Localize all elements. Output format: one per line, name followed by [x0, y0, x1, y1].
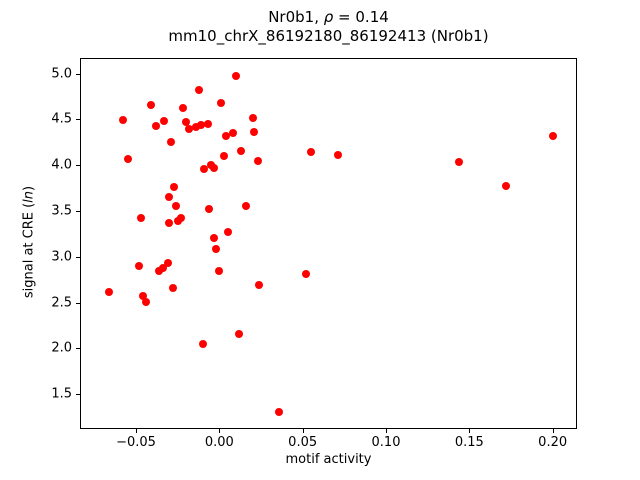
y-tick-label: 2.0: [51, 340, 72, 356]
scatter-point: [203, 120, 212, 128]
scatter-point: [210, 234, 219, 243]
x-tick-mark: [552, 429, 554, 433]
chart-title-line2: mm10_chrX_86192180_86192413 (Nr0b1): [168, 27, 489, 45]
y-tick-mark: [76, 256, 80, 258]
x-tick-label: 0.10: [371, 435, 401, 450]
scatter-point: [138, 292, 147, 301]
y-tick-mark: [76, 302, 80, 304]
scatter-point: [177, 214, 185, 223]
scatter-point: [200, 164, 209, 173]
scatter-point: [548, 131, 557, 140]
scatter-point: [250, 128, 259, 137]
scatter-point: [302, 270, 310, 279]
plot-area: [80, 58, 577, 429]
x-tick-label: 0.20: [538, 435, 568, 450]
y-tick-label: 5.0: [51, 66, 72, 82]
scatter-point: [215, 266, 224, 275]
x-tick-mark: [302, 429, 304, 433]
scatter-point: [182, 118, 190, 127]
scatter-point: [242, 202, 250, 211]
y-axis-label-suffix: ): [21, 185, 37, 191]
scatter-point: [307, 148, 315, 157]
title-text-suffix: = 0.14: [333, 8, 389, 26]
scatter-point: [212, 244, 220, 253]
scatter-point: [210, 163, 219, 172]
y-tick-label: 3.5: [51, 203, 72, 219]
scatter-point: [135, 261, 144, 270]
scatter-point: [152, 121, 160, 130]
scatter-point: [195, 86, 204, 95]
scatter-point: [228, 129, 237, 138]
scatter-point: [455, 158, 464, 167]
x-tick-mark: [386, 429, 387, 433]
scatter-point: [142, 297, 150, 306]
x-tick-mark: [136, 429, 137, 433]
y-axis-label-ln: ln: [21, 190, 37, 203]
chart-title: Nr0b1, ρ = 0.14 mm10_chrX_86192180_86192…: [80, 8, 577, 46]
y-tick-label: 2.5: [51, 295, 72, 311]
scatter-point: [255, 281, 264, 290]
scatter-point: [222, 131, 230, 140]
scatter-point: [502, 182, 510, 191]
scatter-point: [167, 138, 175, 147]
scatter-point: [165, 193, 174, 202]
scatter-point: [248, 113, 257, 122]
scatter-point: [118, 116, 127, 125]
y-tick-label: 4.0: [51, 157, 72, 173]
scatter-point: [165, 218, 174, 227]
scatter-point: [137, 214, 145, 223]
chart-title-line1: Nr0b1, ρ = 0.14: [80, 8, 577, 27]
scatter-point: [123, 154, 132, 163]
scatter-point: [172, 202, 180, 211]
y-tick-label: 3.0: [51, 249, 72, 265]
scatter-point: [205, 205, 214, 214]
y-tick-label: 4.5: [51, 111, 72, 127]
scatter-point: [158, 263, 167, 272]
scatter-point: [155, 267, 164, 276]
y-tick-mark: [76, 73, 80, 75]
y-tick-mark: [76, 165, 80, 167]
x-axis-label: motif activity: [285, 452, 372, 467]
x-tick-label: −0.05: [116, 435, 156, 450]
scatter-point: [275, 407, 284, 416]
scatter-point: [178, 104, 187, 113]
scatter-point: [253, 156, 262, 165]
scatter-point: [237, 147, 245, 156]
scatter-point: [197, 120, 205, 129]
x-tick-label: 0.00: [204, 435, 234, 450]
x-tick-mark: [219, 429, 221, 433]
scatter-point: [147, 100, 155, 109]
y-tick-mark: [76, 119, 80, 121]
scatter-point: [198, 339, 207, 348]
rho-symbol: ρ: [323, 8, 334, 26]
scatter-point: [232, 72, 240, 81]
scatter-point: [220, 152, 229, 161]
y-tick-label: 1.5: [51, 386, 72, 402]
scatter-point: [185, 124, 194, 133]
x-tick-mark: [469, 429, 471, 433]
scatter-point: [168, 283, 177, 292]
scatter-point: [163, 259, 172, 268]
x-tick-label: 0.05: [288, 435, 318, 450]
x-tick-label: 0.15: [454, 435, 484, 450]
scatter-point: [170, 183, 179, 192]
scatter-point: [235, 329, 244, 338]
scatter-point: [223, 228, 232, 237]
scatter-point: [217, 98, 225, 107]
scatter-point: [192, 122, 200, 131]
scatter-point: [333, 151, 342, 160]
scatter-point: [105, 288, 114, 297]
scatter-point: [160, 117, 169, 126]
y-tick-mark: [76, 348, 80, 350]
title-text-prefix: Nr0b1,: [268, 8, 324, 26]
y-tick-mark: [76, 394, 80, 396]
y-tick-mark: [76, 210, 80, 212]
